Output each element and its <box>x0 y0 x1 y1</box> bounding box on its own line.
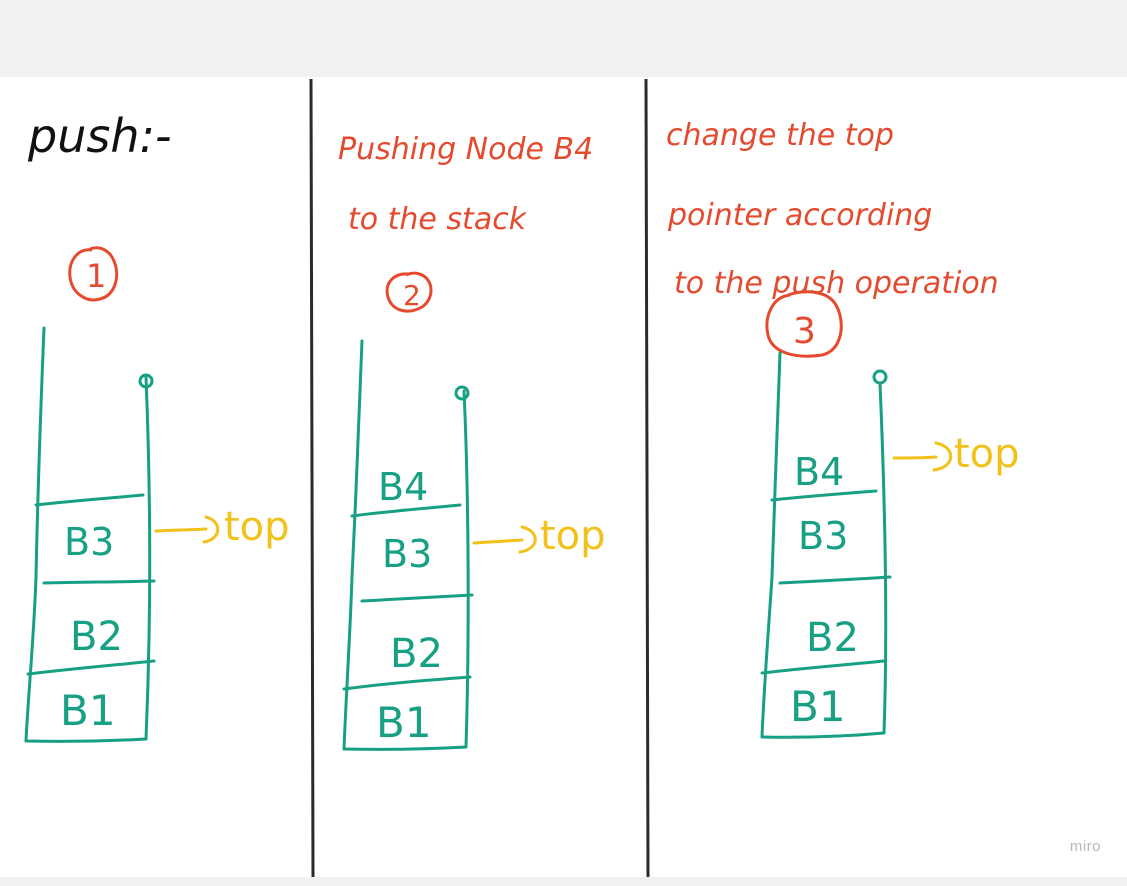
stack-1 <box>24 326 156 743</box>
stack-1-divider-b <box>42 579 156 585</box>
panel-divider-2 <box>644 78 650 877</box>
stack-3-right-wall <box>878 381 888 735</box>
stack-push-diagram: push:- 1 B3 B2 B1 top <box>24 78 1020 877</box>
stack-3-left-wall <box>760 351 782 739</box>
stack-1-block-b1: B1 <box>60 686 116 735</box>
stack-2-left-wall <box>342 339 364 751</box>
panel3-note-line1: change the top <box>666 118 894 153</box>
stack-2-right-knob <box>454 385 470 401</box>
stack-3-block-b4: B4 <box>794 450 844 494</box>
stack-1-right-knob <box>138 373 154 389</box>
miro-watermark: miro <box>1069 838 1101 855</box>
panel2-note-line1: Pushing Node B4 <box>338 132 593 167</box>
whiteboard-canvas: push:- 1 B3 B2 B1 top <box>0 77 1127 877</box>
stack-1-divider-c <box>26 659 156 676</box>
stack-2-block-b3: B3 <box>382 532 432 576</box>
stack-2-right-wall <box>462 389 470 749</box>
stack-1-divider-a <box>34 493 145 507</box>
panel-3: change the top pointer according to the … <box>666 118 1020 739</box>
step-2-number: 2 <box>403 279 421 312</box>
stack-3-block-b1: B1 <box>790 682 846 731</box>
panel-2: Pushing Node B4 to the stack 2 B4 B3 B2 … <box>338 132 606 751</box>
stack-3-divider-b <box>778 575 892 585</box>
top-pointer-3-arrow <box>892 441 953 472</box>
stack-3-bottom <box>760 731 886 739</box>
top-pointer-2-label: top <box>540 513 606 559</box>
top-pointer-2: top <box>472 513 606 559</box>
stack-1-left-wall <box>24 326 46 743</box>
stack-3-divider-c <box>760 659 886 675</box>
panel3-note-line3: to the push operation <box>674 266 999 301</box>
stack-2-block-b1: B1 <box>376 698 432 747</box>
top-pointer-3: top <box>892 431 1020 477</box>
step-2-circle <box>385 271 433 313</box>
panel-divider-1 <box>309 78 315 877</box>
stack-3-block-b3: B3 <box>798 514 848 558</box>
top-pointer-2-arrow <box>472 525 537 554</box>
stack-3-right-knob <box>872 369 888 385</box>
stack-2 <box>342 339 474 751</box>
stack-2-block-b2: B2 <box>390 631 443 677</box>
top-pointer-1-label: top <box>224 504 290 550</box>
stack-2-block-b4: B4 <box>378 465 428 509</box>
top-pointer-1-arrow <box>154 515 220 544</box>
stack-2-divider-b <box>360 593 474 603</box>
stack-2-divider-c <box>342 675 472 691</box>
stack-2-bottom <box>342 745 468 751</box>
step-3-number: 3 <box>793 311 816 352</box>
stack-3 <box>760 351 892 739</box>
stack-2-divider-a <box>350 503 462 518</box>
top-pointer-3-label: top <box>954 431 1020 477</box>
panel3-note-line2: pointer according <box>667 198 932 233</box>
panel2-note-line2: to the stack <box>348 202 528 237</box>
step-1-number: 1 <box>86 257 106 295</box>
panel1-title: push:- <box>27 109 172 163</box>
step-3-circle <box>765 290 843 358</box>
step-1-circle <box>68 246 119 302</box>
top-pointer-1: top <box>154 504 290 550</box>
stack-3-block-b2: B2 <box>806 615 859 661</box>
stack-1-block-b2: B2 <box>70 614 123 660</box>
stack-1-block-b3: B3 <box>64 520 114 564</box>
stack-3-divider-a <box>770 489 878 502</box>
panel-1: push:- 1 B3 B2 B1 top <box>24 109 290 743</box>
stack-1-right-wall <box>144 375 152 741</box>
stack-1-bottom <box>24 737 148 743</box>
